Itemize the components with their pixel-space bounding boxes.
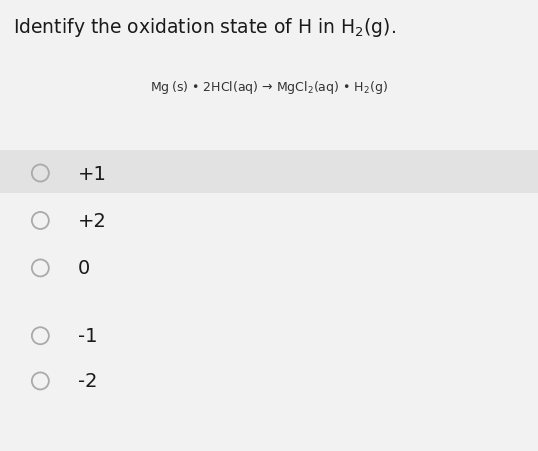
FancyBboxPatch shape xyxy=(0,151,538,194)
Text: Mg (s) • 2HCl(aq) → MgCl$_2$(aq) • H$_2$(g): Mg (s) • 2HCl(aq) → MgCl$_2$(aq) • H$_2$… xyxy=(150,79,388,96)
Text: -1: -1 xyxy=(78,327,97,345)
Text: 0: 0 xyxy=(78,259,90,278)
Text: +2: +2 xyxy=(78,212,107,230)
Text: +1: +1 xyxy=(78,164,107,183)
Text: -2: -2 xyxy=(78,372,97,391)
Text: Identify the oxidation state of H in H$_2$(g).: Identify the oxidation state of H in H$_… xyxy=(13,16,397,39)
